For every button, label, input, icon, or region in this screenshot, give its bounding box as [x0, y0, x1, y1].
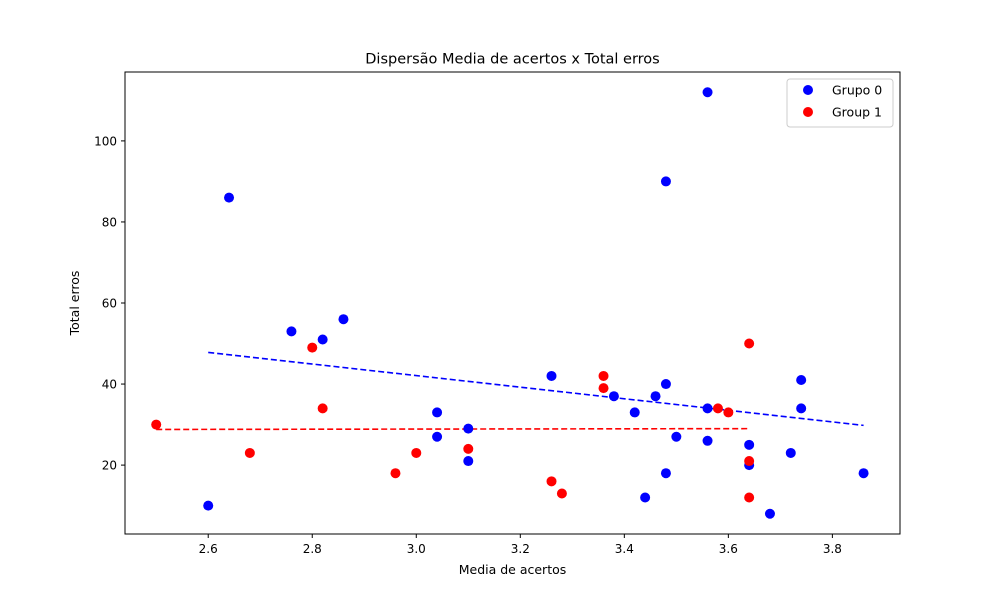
data-point-grupo-0	[744, 439, 755, 450]
data-point-group-1	[151, 419, 162, 430]
data-point-grupo-0	[203, 500, 214, 511]
data-point-group-1	[546, 476, 557, 487]
data-point-grupo-0	[317, 334, 328, 345]
data-point-grupo-0	[608, 391, 619, 402]
data-point-grupo-0	[432, 407, 443, 418]
data-point-group-1	[598, 370, 609, 381]
data-point-group-1	[307, 342, 318, 353]
data-point-grupo-0	[702, 403, 713, 414]
y-tick-label: 80	[102, 215, 117, 229]
x-tick-label: 2.6	[199, 542, 218, 556]
data-point-grupo-0	[432, 431, 443, 442]
data-point-grupo-0	[764, 508, 775, 519]
x-tick-label: 3.4	[615, 542, 634, 556]
legend-label-grupo-0: Grupo 0	[832, 83, 882, 98]
legend-label-group-1: Group 1	[832, 105, 882, 120]
data-point-group-1	[598, 383, 609, 394]
legend: Grupo 0 Group 1	[786, 78, 894, 128]
data-point-grupo-0	[546, 370, 557, 381]
legend-frame	[786, 78, 894, 128]
y-tick-label: 60	[102, 297, 117, 311]
data-point-grupo-0	[650, 391, 661, 402]
y-axis: 20 40 60 80 100	[94, 134, 125, 473]
data-point-grupo-0	[702, 87, 713, 98]
data-point-grupo-0	[224, 192, 235, 203]
data-point-group-1	[556, 488, 567, 499]
data-point-grupo-0	[338, 314, 349, 325]
y-tick-label: 40	[102, 378, 117, 392]
data-point-group-1	[723, 407, 734, 418]
data-point-grupo-0	[286, 326, 297, 337]
data-point-grupo-0	[796, 403, 807, 414]
data-point-group-1	[712, 403, 723, 414]
data-point-grupo-0	[629, 407, 640, 418]
y-axis-label: Total erros	[67, 271, 82, 337]
x-axis-label: Media de acertos	[459, 562, 567, 577]
y-tick-label: 20	[102, 459, 117, 473]
data-point-grupo-0	[660, 379, 671, 390]
data-point-grupo-0	[660, 176, 671, 187]
trend-line-grupo-0	[208, 351, 864, 427]
data-point-group-1	[744, 456, 755, 467]
data-point-grupo-0	[858, 468, 869, 479]
trend-line-group-1	[156, 427, 750, 431]
data-point-group-1	[317, 403, 328, 414]
legend-marker-group-1	[803, 107, 813, 117]
x-axis: 2.6 2.8 3.0 3.2 3.4 3.6 3.8	[199, 534, 842, 556]
data-point-grupo-0	[671, 431, 682, 442]
plot-area	[151, 87, 869, 519]
x-tick-label: 3.2	[511, 542, 530, 556]
data-point-grupo-0	[785, 447, 796, 458]
data-point-grupo-0	[796, 375, 807, 385]
data-point-grupo-0	[702, 435, 713, 446]
data-point-grupo-0	[660, 468, 671, 479]
data-point-group-1	[744, 492, 755, 503]
legend-marker-grupo-0	[803, 85, 813, 95]
data-point-group-1	[390, 468, 401, 479]
data-point-group-1	[744, 338, 755, 349]
data-point-grupo-0	[463, 423, 474, 434]
plot-frame	[124, 71, 901, 535]
chart-title: Dispersão Media de acertos x Total erros	[365, 52, 659, 68]
x-tick-label: 3.6	[719, 542, 738, 556]
data-point-group-1	[244, 447, 255, 458]
y-tick-label: 100	[94, 134, 117, 148]
x-tick-label: 3.8	[823, 542, 842, 556]
data-point-group-1	[463, 443, 474, 454]
x-tick-label: 3.0	[407, 542, 426, 556]
data-point-grupo-0	[640, 492, 651, 503]
data-point-grupo-0	[463, 456, 474, 467]
data-point-group-1	[411, 447, 422, 458]
x-tick-label: 2.8	[303, 542, 322, 556]
